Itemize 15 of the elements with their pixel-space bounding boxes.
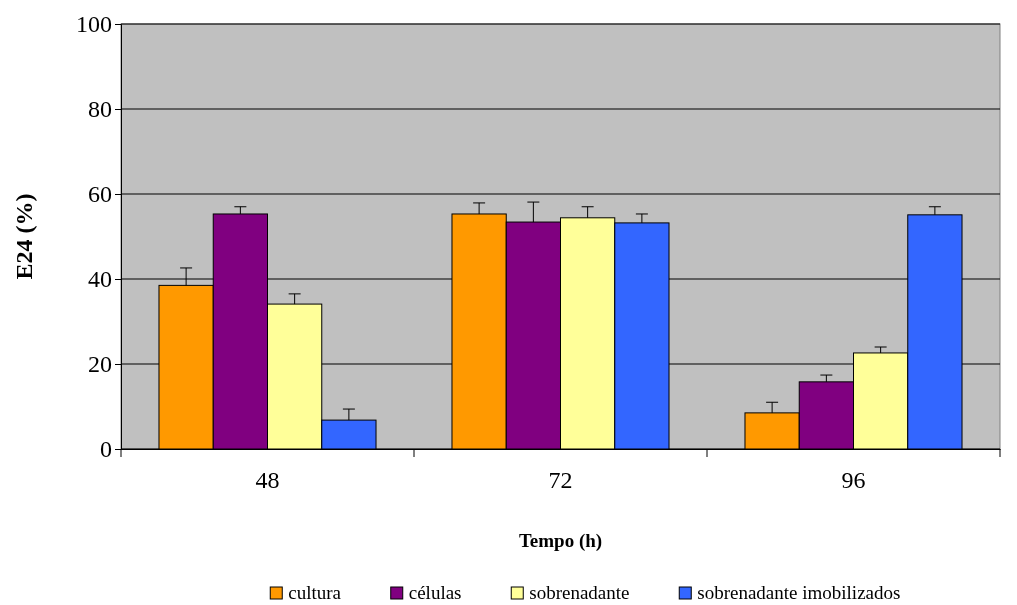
y-tick-label: 0 <box>100 436 112 463</box>
x-tick-label: 96 <box>841 467 866 493</box>
x-tick-label: 72 <box>548 467 573 493</box>
y-tick-label: 100 <box>76 11 112 38</box>
y-axis-title: E24 (%) <box>11 193 37 280</box>
legend-label: células <box>408 582 462 603</box>
legend-label: cultura <box>288 582 342 603</box>
y-tick-label: 20 <box>88 351 112 378</box>
legend-label: sobrenadante <box>529 582 630 603</box>
legend-label: sobrenadante imobilizados <box>697 582 901 603</box>
y-tick-label: 40 <box>88 266 112 293</box>
y-tick-label: 80 <box>88 96 112 123</box>
x-axis-title: Tempo (h) <box>518 530 603 552</box>
x-tick-label: 48 <box>255 467 280 493</box>
y-tick-label: 60 <box>88 181 112 208</box>
